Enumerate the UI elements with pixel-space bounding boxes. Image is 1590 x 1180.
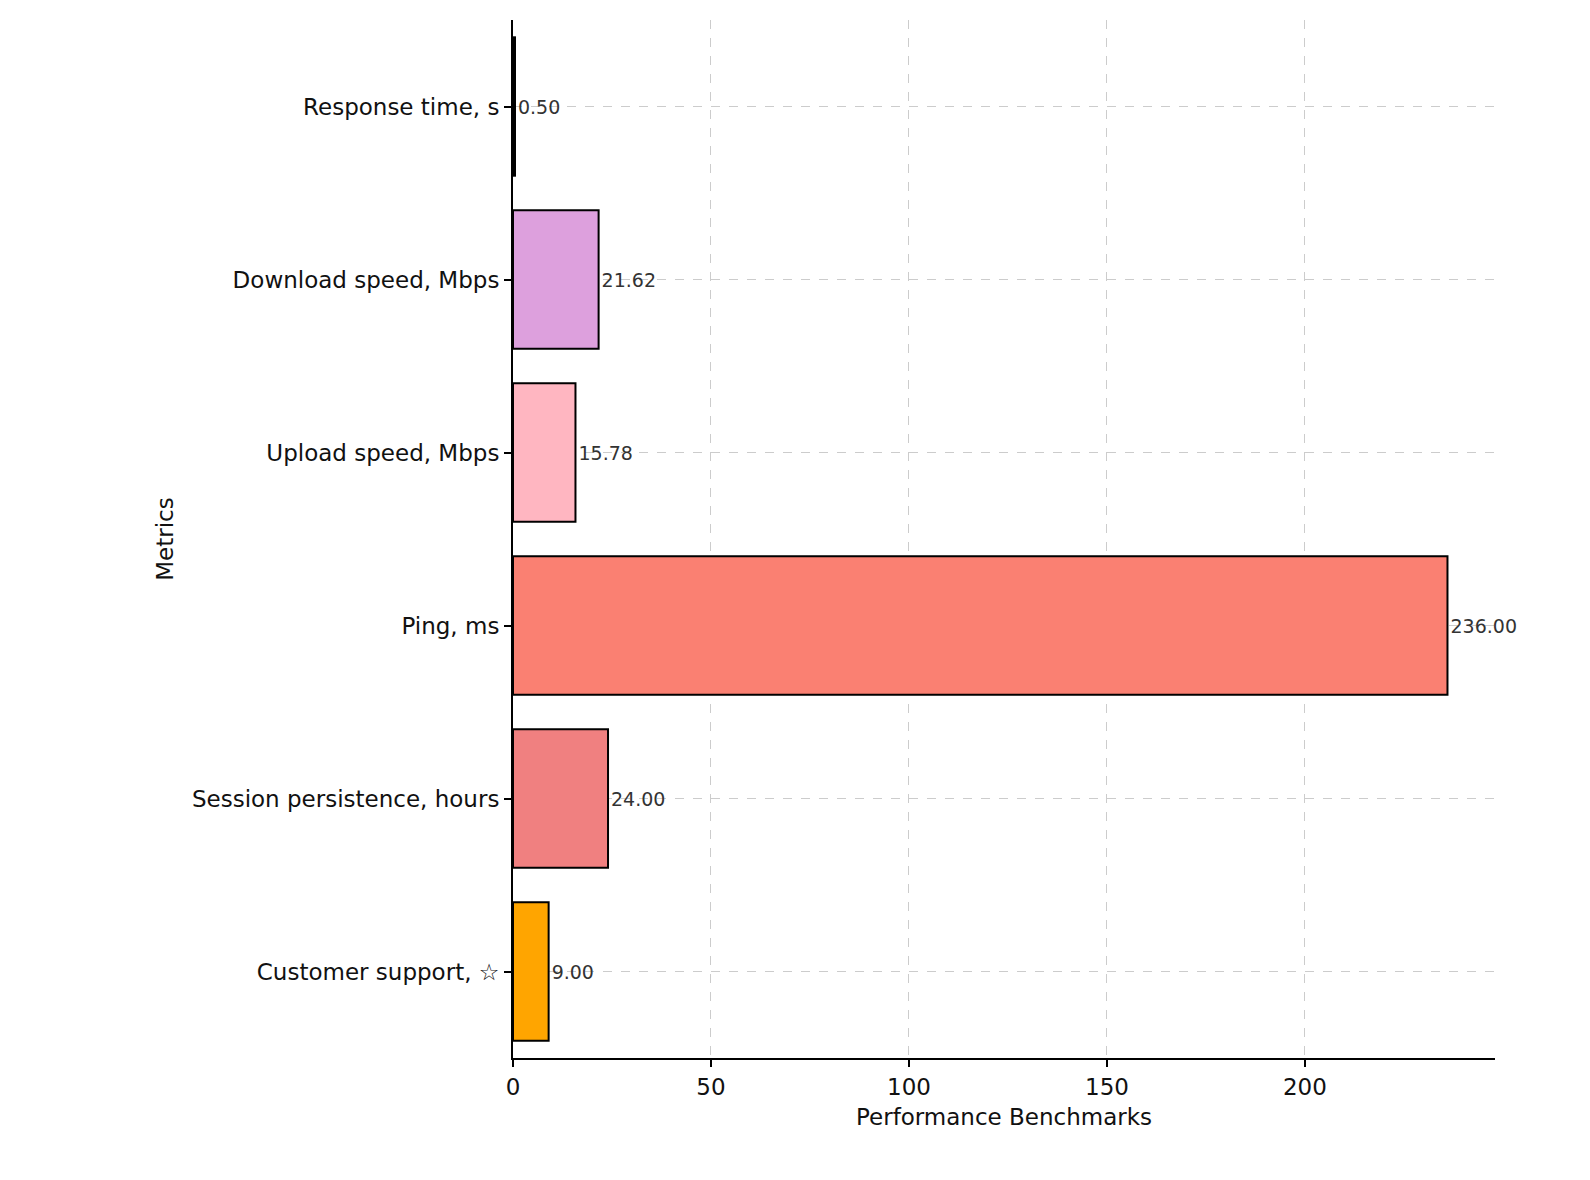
svg-text:50: 50 [696,1074,725,1100]
svg-text:Download speed, Mbps: Download speed, Mbps [233,267,500,293]
svg-text:0: 0 [506,1074,521,1100]
svg-text:15.78: 15.78 [578,442,632,464]
svg-text:Ping, ms: Ping, ms [401,613,499,639]
svg-text:100: 100 [887,1074,931,1100]
svg-text:Response time, s: Response time, s [303,94,499,120]
svg-text:0.50: 0.50 [518,96,560,118]
svg-text:Session persistence, hours: Session persistence, hours [192,786,499,812]
svg-text:9.00: 9.00 [552,961,594,983]
svg-text:Performance Benchmarks: Performance Benchmarks [856,1104,1152,1130]
svg-text:Metrics: Metrics [152,497,178,581]
svg-text:Upload speed, Mbps: Upload speed, Mbps [266,440,499,466]
svg-text:24.00: 24.00 [611,788,665,810]
svg-text:200: 200 [1283,1074,1327,1100]
svg-text:150: 150 [1085,1074,1129,1100]
svg-text:21.62: 21.62 [602,269,656,291]
svg-text:236.00: 236.00 [1450,615,1516,637]
svg-text:Customer support, ☆: Customer support, ☆ [257,959,500,985]
